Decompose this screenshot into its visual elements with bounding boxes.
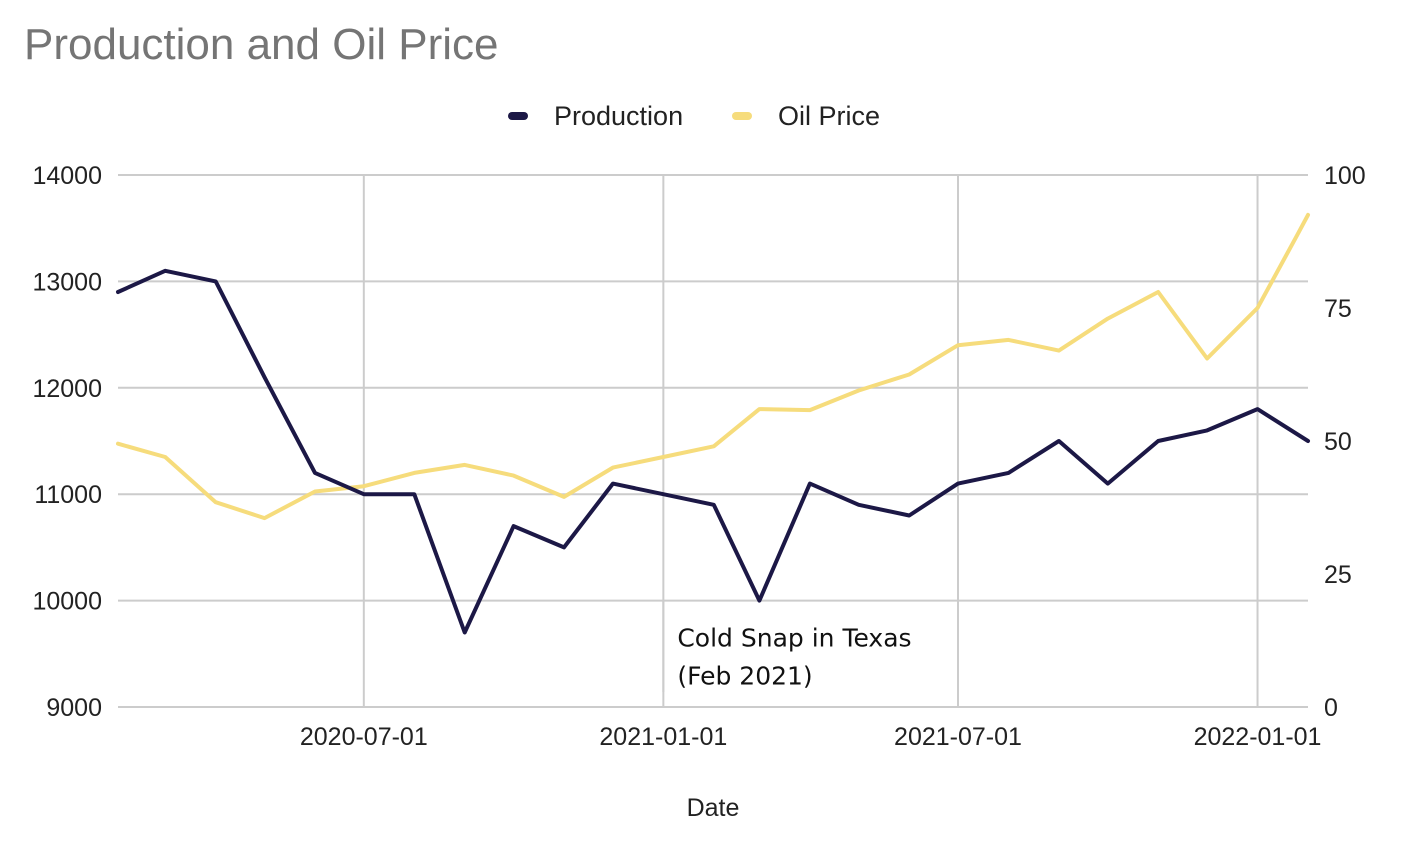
- y-tick-label: 9000: [46, 694, 102, 722]
- annotation-text: (Feb 2021): [677, 662, 812, 691]
- x-axis-title: Date: [687, 794, 740, 822]
- legend: Production Oil Price: [0, 98, 1404, 134]
- series-lines: [116, 212, 1310, 635]
- legend-swatch-production: [508, 112, 528, 120]
- y2-tick-label: 0: [1324, 694, 1338, 722]
- y2-tick-label: 50: [1324, 428, 1352, 456]
- y-tick-label: 11000: [34, 481, 102, 509]
- legend-item-oil-price[interactable]: Oil Price: [732, 98, 880, 134]
- x-tick-label: 2022-01-01: [1194, 723, 1322, 751]
- legend-swatch-oil-price: [732, 112, 752, 120]
- right-axis-ticks: 100 75 50 25 0: [1324, 162, 1366, 722]
- series-line-oil-price: [116, 212, 1310, 521]
- y-tick-label: 14000: [32, 162, 102, 190]
- chart-title: Production and Oil Price: [24, 20, 499, 69]
- annotations: Cold Snap in Texas (Feb 2021): [662, 600, 912, 692]
- series-line-production: [116, 268, 1310, 635]
- legend-label-production: Production: [554, 100, 684, 131]
- left-axis-ticks: 14000 13000 12000 11000 10000 9000: [32, 162, 102, 722]
- legend-item-production[interactable]: Production: [508, 98, 683, 134]
- y2-tick-label: 100: [1324, 162, 1366, 190]
- y2-tick-label: 75: [1324, 295, 1352, 323]
- x-tick-label: 2020-07-01: [300, 723, 428, 751]
- legend-label-oil-price: Oil Price: [778, 100, 881, 131]
- y-tick-label: 13000: [32, 268, 102, 296]
- y2-tick-label: 25: [1324, 561, 1352, 589]
- x-tick-label: 2021-01-01: [599, 723, 727, 751]
- x-axis-ticks: 2020-07-01 2021-01-01 2021-07-01 2022-01-01: [300, 723, 1322, 751]
- y-tick-label: 12000: [32, 375, 102, 403]
- x-tick-label: 2021-07-01: [894, 723, 1022, 751]
- y-tick-label: 10000: [32, 588, 102, 616]
- annotation-text: Cold Snap in Texas: [677, 624, 911, 653]
